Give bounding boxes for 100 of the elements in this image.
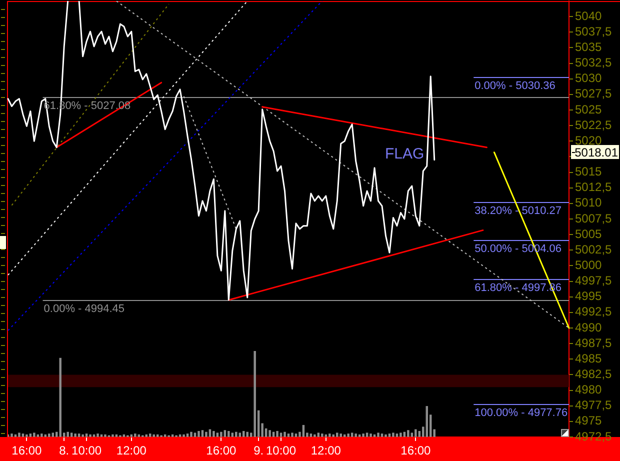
- bar: [82, 434, 84, 437]
- bar: [33, 432, 36, 437]
- x-tick-label: 16:00: [12, 444, 42, 458]
- bar: [392, 432, 394, 437]
- x-tick-label: 16:00: [400, 444, 431, 458]
- bar: [26, 434, 28, 437]
- bar: [366, 432, 368, 437]
- y-tick-label: 4982,5: [575, 367, 612, 382]
- y-tick-label: 5035: [575, 40, 602, 54]
- bar: [291, 432, 294, 437]
- y-tick-label: 5015: [575, 164, 602, 179]
- bar: [182, 434, 185, 437]
- y-tick-label: 4995: [575, 289, 602, 304]
- annotation: 0.00% - 5030.36: [474, 80, 556, 92]
- bar: [254, 351, 256, 437]
- bar: [328, 434, 331, 437]
- y-tick-label: 5030: [575, 71, 602, 86]
- bar: [410, 432, 414, 437]
- y-tick-label: 4980: [575, 382, 602, 397]
- y-tick-label: 4977,5: [575, 398, 612, 412]
- bar: [336, 432, 338, 437]
- bar: [370, 434, 372, 437]
- y-tick-label: 4997,5: [575, 274, 612, 288]
- bar: [235, 432, 238, 437]
- bar: [284, 432, 286, 437]
- bar: [380, 434, 384, 437]
- bar: [190, 432, 192, 437]
- y-tick-label: 5007,5: [575, 211, 612, 226]
- bar: [396, 434, 398, 437]
- bar: [149, 434, 152, 437]
- bar: [78, 434, 80, 437]
- bar: [186, 434, 189, 437]
- y-tick-label: 5027,5: [575, 86, 612, 101]
- bar: [362, 434, 364, 437]
- y-tick-label: 4985: [575, 351, 602, 366]
- bar: [314, 434, 316, 437]
- bar: [350, 432, 354, 437]
- y-tick-label: 5037,5: [575, 24, 612, 38]
- bar: [198, 430, 200, 437]
- bar: [294, 434, 298, 437]
- bar: [400, 432, 402, 437]
- bar: [96, 434, 99, 437]
- y-tick-label: 5032,5: [575, 56, 612, 70]
- bar: [59, 358, 62, 437]
- annotation: 0.00% - 4994.45: [44, 303, 125, 316]
- bar: [205, 432, 208, 437]
- x-tick-label: 16:00: [206, 444, 237, 458]
- x-tick-label: 10:00: [72, 444, 102, 458]
- bar: [89, 434, 92, 437]
- bar: [152, 434, 155, 437]
- bar: [220, 432, 222, 437]
- bar: [354, 434, 357, 437]
- bar: [29, 434, 32, 437]
- x-tick-label: 10:00: [266, 444, 296, 458]
- bar: [340, 434, 342, 437]
- bar: [231, 432, 234, 437]
- bar: [70, 432, 73, 437]
- y-tick-label: 5025: [575, 102, 602, 116]
- bar: [287, 434, 290, 437]
- bar: [224, 430, 226, 437]
- bar: [246, 432, 248, 437]
- bar: [18, 432, 20, 437]
- x-tick-label: 12:00: [116, 444, 147, 458]
- y-tick-label: 4990: [575, 320, 602, 334]
- x-tick-label: 12:00: [310, 444, 342, 458]
- y-tick-label: 5000: [575, 258, 602, 272]
- bar: [52, 432, 54, 437]
- bar: [347, 434, 350, 437]
- x-tick-label: 9.: [254, 444, 264, 458]
- y-tick-label: 4975: [575, 414, 602, 428]
- y-tick-label: 5022,5: [575, 118, 612, 132]
- bar: [414, 429, 417, 437]
- bar: [48, 434, 50, 437]
- bar: [104, 434, 106, 437]
- bar: [407, 430, 410, 437]
- annotation: FLAG: [384, 146, 424, 163]
- bar: [310, 434, 312, 437]
- y-tick-label: 5010: [575, 196, 602, 210]
- bar: [66, 432, 69, 437]
- bar: [384, 434, 387, 437]
- bar: [201, 430, 204, 437]
- bar: [238, 432, 241, 437]
- bar: [112, 434, 114, 437]
- bar: [377, 432, 380, 437]
- bar: [268, 430, 271, 437]
- y-tick-label: 5012,5: [575, 180, 612, 194]
- y-tick-label: 5005: [575, 226, 602, 241]
- bar: [74, 434, 76, 437]
- bar: [212, 430, 215, 437]
- y-tick-label: 4987,5: [575, 336, 612, 350]
- y-tick-label: 5020: [575, 133, 602, 148]
- bar: [276, 430, 278, 437]
- text: 5018.01: [574, 145, 618, 160]
- y-tick-label: 4992,5: [575, 304, 612, 319]
- bar: [321, 434, 324, 437]
- bar: [85, 434, 88, 437]
- bar: [22, 434, 24, 437]
- y-tick-label: 5002,5: [575, 242, 612, 256]
- bar: [10, 434, 13, 437]
- bar: [228, 430, 230, 437]
